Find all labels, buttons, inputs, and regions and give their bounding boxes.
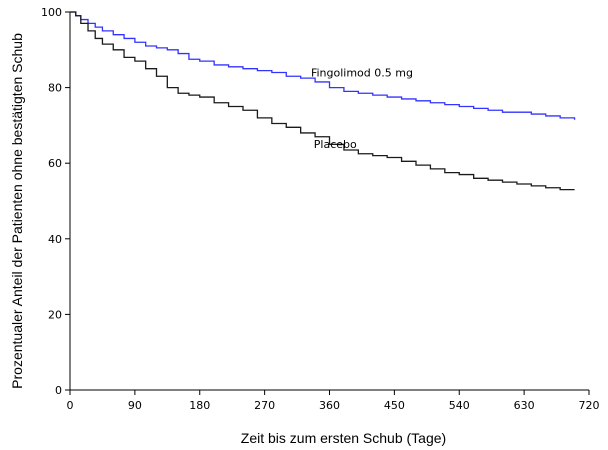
x-tick-label: 90 [128,399,142,412]
series-line-0 [70,11,576,120]
x-tick-label: 360 [319,399,340,412]
x-tick-label: 630 [514,399,535,412]
axes: 0 20 40 60 80 100 0 90 180 270 360 450 540 630 720 [41,6,600,412]
series-label-0: Fingolimod 0.5 mg [311,66,413,79]
y-tick-label: 100 [41,6,62,19]
x-tick-label: 270 [254,399,275,412]
x-tick-label: 0 [67,399,74,412]
x-tick-label: 540 [449,399,470,412]
x-axis-title: Zeit bis zum ersten Schub (Tage) [241,430,446,446]
series-layer [70,11,576,191]
series-line-1 [70,11,575,191]
y-tick-label: 0 [55,384,62,397]
series-label-1: Placebo [314,138,357,151]
series-labels: Fingolimod 0.5 mg Placebo [311,66,413,151]
y-tick-label: 20 [48,308,62,321]
y-axis-title: Prozentualer Anteil der Patienten ohne b… [9,33,25,389]
x-tick-label: 720 [579,399,600,412]
y-tick-label: 40 [48,233,62,246]
y-axis-title-group: Prozentualer Anteil der Patienten ohne b… [9,33,25,389]
y-tick-label: 60 [48,157,62,170]
x-tick-label: 450 [384,399,405,412]
x-tick-label: 180 [189,399,210,412]
y-tick-label: 80 [48,82,62,95]
